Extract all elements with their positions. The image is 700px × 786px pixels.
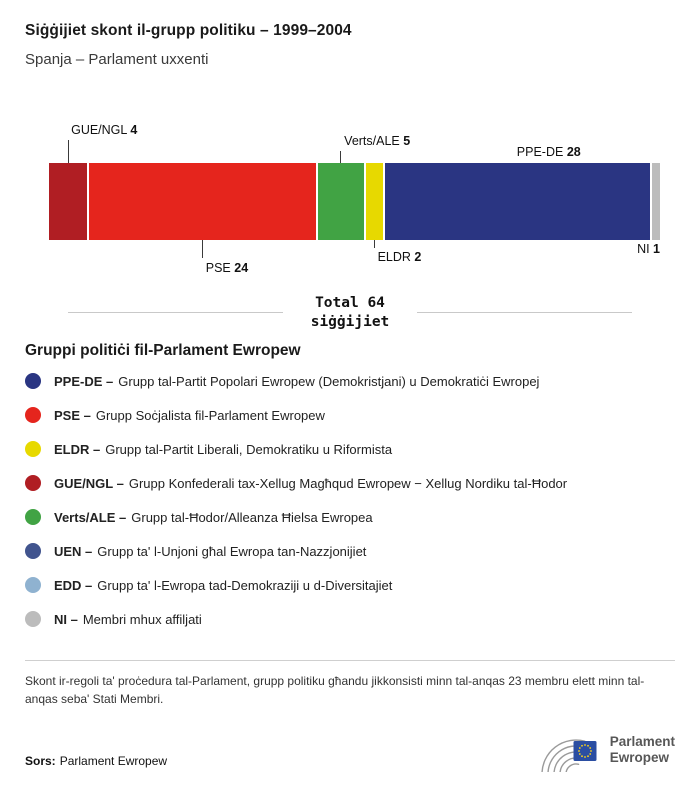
callout-label: NI 1	[637, 242, 660, 256]
total-rule-right	[417, 312, 633, 314]
seat-chart: GUE/NGL 4 Verts/ALE 5 PPE-DE 28 PSE 24 E…	[49, 100, 660, 280]
legend-item-uen: UEN – Grupp ta' l-Unjoni għal Ewropa tan…	[25, 534, 675, 568]
source-label: Sors:	[25, 754, 56, 768]
legend-abbr: PSE –	[54, 407, 91, 423]
legend-desc: Membri mhux affiljati	[82, 611, 202, 627]
legend-item-gue-ngl: GUE/NGL – Grupp Konfederali tax-Xellug M…	[25, 466, 675, 500]
ep-logo-mark	[541, 739, 597, 772]
legend-desc: Grupp Konfederali tax-Xellug Magħqud Ewr…	[128, 475, 568, 491]
seat-count: 28	[566, 145, 581, 159]
callout-line	[373, 240, 375, 248]
bar-segment-pse	[87, 163, 317, 240]
legend-abbr: PPE-DE –	[54, 373, 114, 389]
callout-ni: NI 1	[637, 242, 660, 256]
legend-item-pse: PSE – Grupp Soċjalista fil-Parlament Ewr…	[25, 398, 675, 432]
group-name: PPE-DE	[516, 145, 564, 159]
seat-count: 24	[234, 261, 249, 275]
legend-dot-ppe-de	[25, 373, 41, 389]
bar-segment-eldr	[364, 163, 384, 240]
legend-desc: Grupp tal-Partit Liberali, Demokratiku u…	[105, 441, 393, 457]
bar-segment-verts-ale	[316, 163, 365, 240]
legend-item-edd: EDD – Grupp ta' l-Ewropa tad-Demokraziji…	[25, 568, 675, 602]
seat-count: 4	[130, 123, 138, 137]
bar-segment-gue-ngl	[49, 163, 88, 240]
legend-abbr: Verts/ALE –	[54, 509, 127, 525]
footer-divider	[25, 660, 675, 661]
legend-heading: Gruppi politiċi fil-Parlament Ewropew	[25, 342, 301, 359]
total-seats-row: Total 64 siġġijiet	[68, 294, 633, 332]
callout-label: PSE 24	[206, 261, 248, 275]
callout-line	[68, 140, 70, 163]
legend-abbr: GUE/NGL –	[54, 475, 124, 491]
legend-dot-verts-ale	[25, 509, 41, 525]
legend-dot-edd	[25, 577, 41, 593]
group-name: PSE	[205, 261, 231, 275]
legend-abbr: UEN –	[54, 543, 93, 559]
total-seats-label: Total 64 siġġijiet	[283, 294, 418, 332]
callout-line	[340, 151, 342, 163]
legend: PPE-DE – Grupp tal-Partit Popolari Ewrop…	[25, 364, 675, 636]
group-name: ELDR	[377, 250, 411, 264]
group-name: GUE/NGL	[71, 123, 127, 137]
callout-label: ELDR 2	[378, 250, 422, 264]
callout-label: Verts/ALE 5	[344, 134, 410, 148]
legend-dot-pse	[25, 407, 41, 423]
legend-desc: Grupp ta' l-Ewropa tad-Demokraziji u d-D…	[97, 577, 393, 593]
source-line: Sors: Parlament Ewropew	[25, 754, 167, 768]
callout-label: GUE/NGL 4	[71, 123, 137, 137]
group-name: NI	[637, 242, 650, 256]
legend-desc: Grupp tal-Ħodor/Alleanza Ħielsa Ewropea	[131, 509, 373, 525]
total-line-2: siġġijiet	[310, 313, 390, 330]
seat-count: 2	[414, 250, 422, 264]
legend-dot-eldr	[25, 441, 41, 457]
ep-logo-line1: Parlament	[609, 734, 675, 750]
legend-abbr: NI –	[54, 611, 78, 627]
legend-abbr: EDD –	[54, 577, 93, 593]
legend-abbr: ELDR –	[54, 441, 101, 457]
eu-flag	[573, 741, 597, 761]
legend-desc: Grupp Soċjalista fil-Parlament Ewropew	[95, 407, 325, 423]
legend-item-eldr: ELDR – Grupp tal-Partit Liberali, Demokr…	[25, 432, 675, 466]
total-rule-left	[68, 312, 283, 314]
callout-line	[201, 240, 203, 258]
stacked-bar	[49, 163, 660, 240]
bar-segment-ni	[650, 163, 660, 240]
callout-label: PPE-DE 28	[517, 145, 581, 159]
legend-dot-gue-ngl	[25, 475, 41, 491]
page-title: Siġġijiet skont il-grupp politiku – 1999…	[25, 22, 352, 39]
legend-dot-uen	[25, 543, 41, 559]
seat-count: 1	[653, 242, 660, 256]
callout-ppe-de: PPE-DE 28	[517, 145, 581, 163]
legend-desc: Grupp tal-Partit Popolari Ewropew (Demok…	[118, 373, 540, 389]
eu-flag-stars	[577, 744, 592, 758]
legend-desc: Grupp ta' l-Unjoni għal Ewropa tan-Nazzj…	[97, 543, 367, 559]
legend-item-ppe-de: PPE-DE – Grupp tal-Partit Popolari Ewrop…	[25, 364, 675, 398]
source-value: Parlament Ewropew	[59, 754, 168, 768]
page-subtitle: Spanja – Parlament uxxenti	[25, 51, 209, 68]
seat-count: 5	[403, 134, 411, 148]
procedural-note: Skont ir-regoli ta' proċedura tal-Parlam…	[25, 674, 645, 706]
ep-logo-text: Parlament Ewropew	[610, 734, 675, 766]
legend-item-ni: NI – Membri mhux affiljati	[25, 602, 675, 636]
legend-item-verts-ale: Verts/ALE – Grupp tal-Ħodor/Alleanza Ħie…	[25, 500, 675, 534]
ep-logo: Parlament Ewropew	[536, 728, 675, 772]
bar-segment-ppe-de	[383, 163, 651, 240]
legend-dot-ni	[25, 611, 41, 627]
group-name: Verts/ALE	[344, 134, 400, 148]
ep-logo-line2: Ewropew	[609, 750, 669, 765]
total-line-1: Total 64	[315, 295, 385, 311]
